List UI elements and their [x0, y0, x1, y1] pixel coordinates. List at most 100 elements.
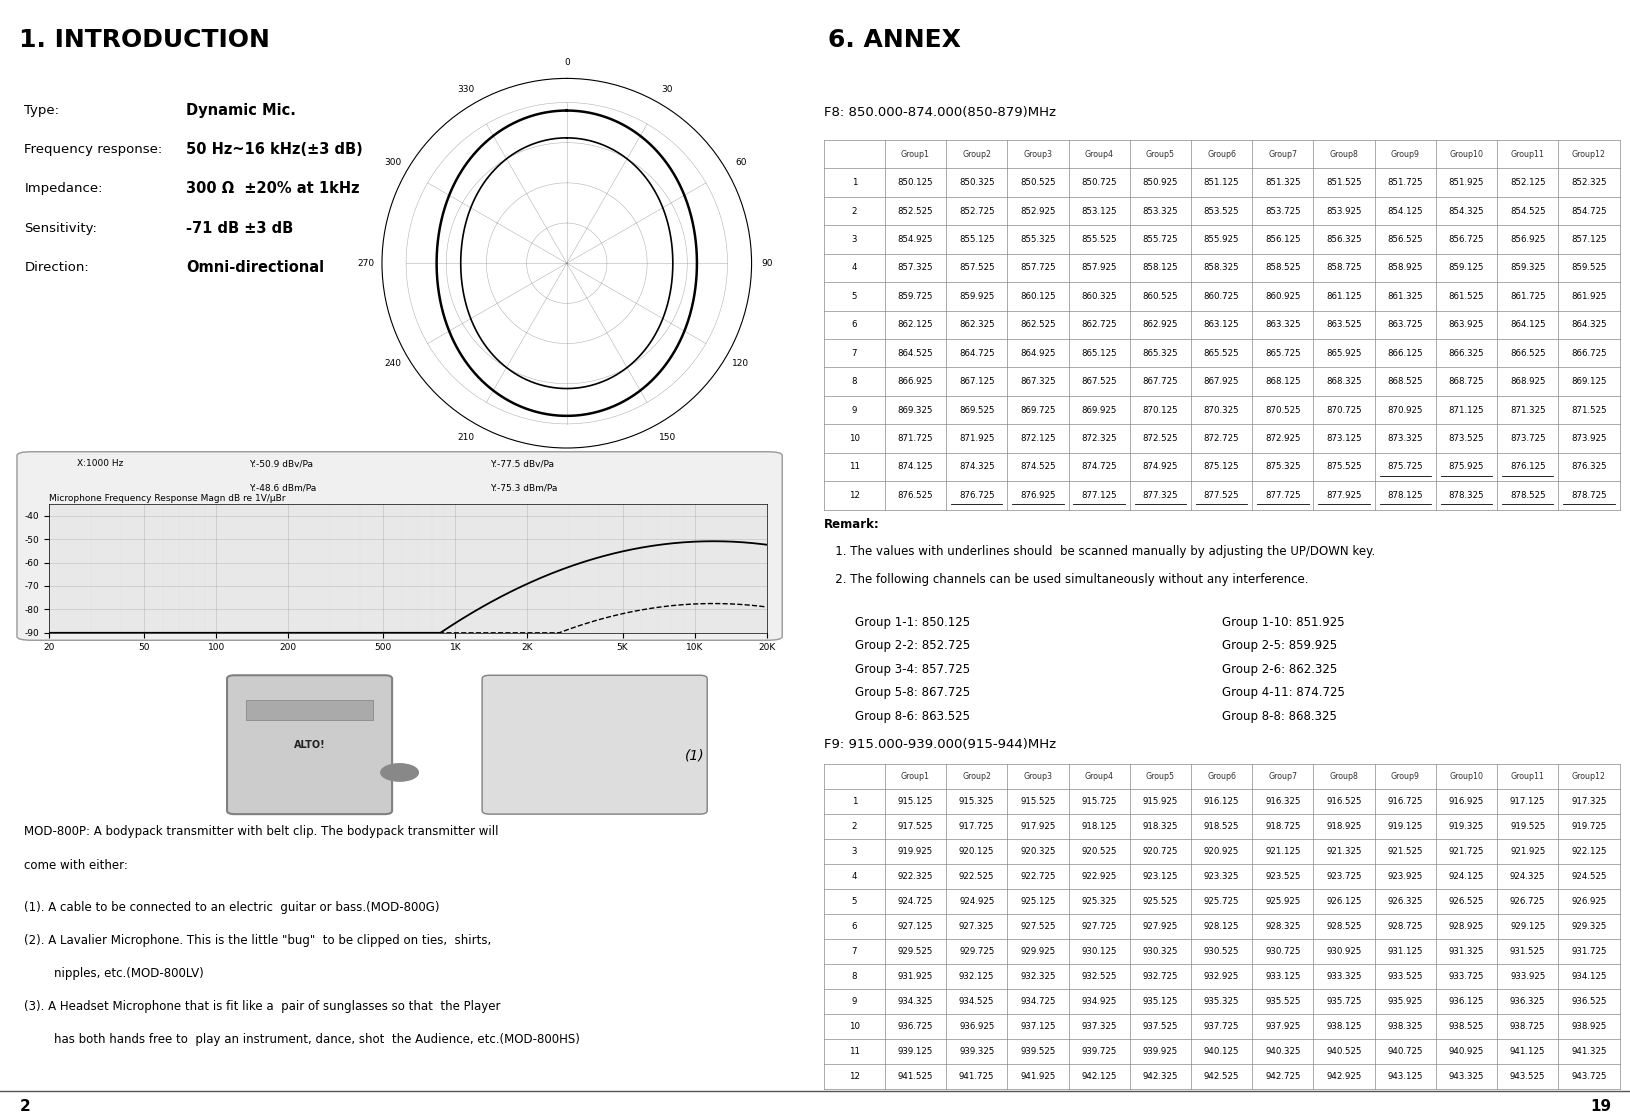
Text: 867.725: 867.725 [1143, 377, 1177, 386]
Circle shape [380, 764, 417, 781]
Text: 861.325: 861.325 [1387, 292, 1423, 301]
Text: 855.925: 855.925 [1203, 235, 1239, 244]
Text: 933.725: 933.725 [1447, 972, 1483, 981]
Text: 855.725: 855.725 [1143, 235, 1177, 244]
Text: 862.125: 862.125 [897, 320, 932, 329]
Text: 850.525: 850.525 [1019, 178, 1055, 187]
Text: Remark:: Remark: [823, 517, 879, 531]
Text: 931.325: 931.325 [1447, 946, 1483, 955]
Text: 920.325: 920.325 [1020, 847, 1055, 856]
Text: 934.725: 934.725 [1020, 997, 1055, 1006]
Text: Group9: Group9 [1390, 772, 1418, 781]
Text: 938.925: 938.925 [1570, 1021, 1606, 1030]
Text: D:-26.6 dB: D:-26.6 dB [489, 531, 536, 540]
Text: 928.525: 928.525 [1325, 922, 1361, 931]
Text: 852.125: 852.125 [1509, 178, 1545, 187]
Text: Group11: Group11 [1509, 150, 1544, 159]
Text: 935.525: 935.525 [1265, 997, 1299, 1006]
Text: 935.125: 935.125 [1143, 997, 1177, 1006]
Text: 926.725: 926.725 [1509, 897, 1545, 906]
Text: 867.125: 867.125 [958, 377, 994, 386]
Text: 874.725: 874.725 [1081, 463, 1117, 472]
Text: 853.125: 853.125 [1081, 206, 1117, 215]
Text: 926.525: 926.525 [1447, 897, 1483, 906]
Text: 937.325: 937.325 [1081, 1021, 1117, 1030]
Text: 932.725: 932.725 [1143, 972, 1177, 981]
Text: 869.125: 869.125 [1570, 377, 1606, 386]
Text: 926.925: 926.925 [1570, 897, 1606, 906]
Text: 933.125: 933.125 [1265, 972, 1299, 981]
Text: 3: 3 [851, 235, 856, 244]
Text: (2). A Lavalier Microphone. This is the little "bug"  to be clipped on ties,  sh: (2). A Lavalier Microphone. This is the … [24, 934, 491, 946]
Text: 859.725: 859.725 [897, 292, 932, 301]
Text: 918.125: 918.125 [1081, 822, 1117, 831]
Text: 941.925: 941.925 [1020, 1072, 1055, 1081]
Text: 866.525: 866.525 [1509, 348, 1545, 357]
Text: Group3: Group3 [1022, 772, 1051, 781]
Text: 6. ANNEX: 6. ANNEX [828, 28, 960, 52]
Text: 927.525: 927.525 [1020, 922, 1055, 931]
Text: 943.525: 943.525 [1509, 1072, 1545, 1081]
Text: Dynamic Mic.: Dynamic Mic. [186, 103, 295, 118]
Text: 919.125: 919.125 [1387, 822, 1421, 831]
Text: 936.325: 936.325 [1509, 997, 1545, 1006]
Text: 871.125: 871.125 [1447, 405, 1483, 414]
Text: 11: 11 [848, 463, 859, 472]
Text: 869.725: 869.725 [1020, 405, 1055, 414]
Text: 871.925: 871.925 [958, 435, 994, 444]
Text: 873.725: 873.725 [1509, 435, 1545, 444]
Text: 865.525: 865.525 [1203, 348, 1239, 357]
Text: 868.325: 868.325 [1325, 377, 1361, 386]
Text: 919.325: 919.325 [1447, 822, 1483, 831]
Text: 874.125: 874.125 [897, 463, 932, 472]
Text: 939.525: 939.525 [1020, 1047, 1055, 1056]
Text: 857.525: 857.525 [958, 263, 994, 272]
Text: 921.725: 921.725 [1447, 847, 1483, 856]
Text: 929.725: 929.725 [958, 946, 994, 955]
Text: 12: 12 [848, 1072, 859, 1081]
Text: 855.125: 855.125 [958, 235, 994, 244]
Text: 919.525: 919.525 [1509, 822, 1545, 831]
Text: 855.325: 855.325 [1019, 235, 1055, 244]
Text: 925.925: 925.925 [1265, 897, 1299, 906]
Text: 930.925: 930.925 [1325, 946, 1361, 955]
Text: 850.325: 850.325 [958, 178, 994, 187]
Text: 877.925: 877.925 [1325, 491, 1361, 500]
Text: 930.525: 930.525 [1203, 946, 1239, 955]
Text: 864.525: 864.525 [897, 348, 932, 357]
Text: 935.725: 935.725 [1325, 997, 1361, 1006]
Text: 872.925: 872.925 [1265, 435, 1299, 444]
Text: 5: 5 [851, 897, 856, 906]
Text: 852.325: 852.325 [1570, 178, 1606, 187]
Text: 861.925: 861.925 [1570, 292, 1606, 301]
Text: 851.125: 851.125 [1203, 178, 1239, 187]
Text: D:0.0 dB: D:0.0 dB [489, 507, 528, 516]
Text: Group5: Group5 [1146, 150, 1174, 159]
Text: Impedance:: Impedance: [24, 183, 103, 195]
Text: 940.725: 940.725 [1387, 1047, 1421, 1056]
Text: 873.125: 873.125 [1325, 435, 1361, 444]
Text: 861.125: 861.125 [1325, 292, 1361, 301]
Text: 924.125: 924.125 [1447, 871, 1483, 880]
Text: 856.125: 856.125 [1265, 235, 1299, 244]
Text: 863.125: 863.125 [1203, 320, 1239, 329]
Text: 938.125: 938.125 [1325, 1021, 1361, 1030]
Text: 856.325: 856.325 [1325, 235, 1361, 244]
Text: 921.925: 921.925 [1509, 847, 1545, 856]
Text: 858.725: 858.725 [1325, 263, 1361, 272]
Text: 939.925: 939.925 [1143, 1047, 1177, 1056]
Text: 870.925: 870.925 [1387, 405, 1421, 414]
Text: 875.725: 875.725 [1387, 463, 1423, 472]
Text: 874.325: 874.325 [958, 463, 994, 472]
Text: 864.325: 864.325 [1570, 320, 1606, 329]
Text: Group12: Group12 [1571, 772, 1606, 781]
Text: 859.525: 859.525 [1570, 263, 1606, 272]
Text: Group 2-5: 859.925: Group 2-5: 859.925 [1221, 640, 1337, 652]
Text: 941.125: 941.125 [1509, 1047, 1545, 1056]
Text: 878.525: 878.525 [1509, 491, 1545, 500]
Text: 850.125: 850.125 [897, 178, 932, 187]
Text: 928.925: 928.925 [1447, 922, 1483, 931]
Text: 861.725: 861.725 [1509, 292, 1545, 301]
Text: 916.725: 916.725 [1387, 796, 1421, 805]
FancyBboxPatch shape [482, 675, 707, 814]
